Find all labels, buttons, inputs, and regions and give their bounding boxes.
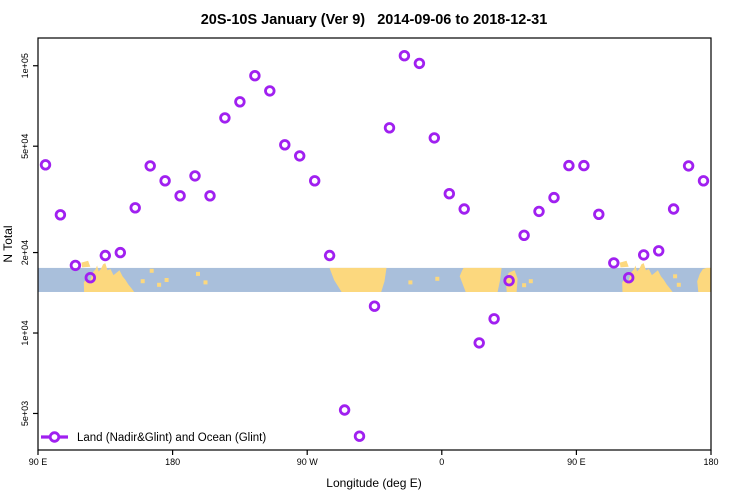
data-point[interactable] [279,139,291,151]
data-point[interactable] [428,132,441,144]
x-tick-label: 180 [703,457,718,467]
land-region-australia [83,263,135,292]
legend-marker-icon [48,431,61,443]
plot-frame [37,37,712,451]
data-point[interactable] [697,175,710,187]
data-point[interactable] [458,203,470,215]
data-point[interactable] [638,249,650,261]
data-point[interactable] [398,50,411,62]
y-tick-label: 5e+03 [20,401,30,426]
land-speck [676,282,681,287]
data-point[interactable] [144,160,156,172]
land-region-africa [459,267,502,292]
data-point[interactable] [129,202,141,214]
land-speck [157,282,162,287]
data-point[interactable] [204,190,216,202]
data-point[interactable] [548,191,560,204]
data-point[interactable] [578,159,590,172]
data-point[interactable] [219,112,231,124]
data-point[interactable] [488,313,500,325]
data-point[interactable] [623,272,635,284]
data-point[interactable] [368,300,381,312]
data-points [39,50,710,442]
data-point[interactable] [518,229,530,242]
data-point[interactable] [159,175,171,187]
land-speck [196,271,200,276]
land-speck [140,279,145,284]
data-point[interactable] [234,96,246,108]
x-tick-label: 90 E [29,457,48,467]
data-point[interactable] [503,275,515,287]
y-tick-label: 1e+04 [20,320,30,345]
data-point[interactable] [39,159,52,171]
data-point[interactable] [593,208,605,221]
x-axis: 90 E 180 90 W 0 90 E 180 [29,450,719,467]
land-speck [522,283,527,288]
land-region-australia-repeat [622,263,673,292]
x-tick-label: 90 W [297,457,319,467]
data-point[interactable] [69,259,82,272]
y-axis: 5e+03 1e+04 2e+04 5e+04 1e+05 [20,53,38,426]
y-axis-title: N Total [1,225,15,262]
y-tick-label: 1e+05 [20,53,30,78]
land-speck [149,268,154,273]
data-point[interactable] [249,69,261,82]
data-point[interactable] [413,57,426,70]
map-band [38,260,711,292]
data-point[interactable] [682,160,695,172]
data-point[interactable] [353,430,366,442]
x-tick-label: 180 [165,457,180,467]
x-axis-title: Longitude (deg E) [326,476,421,490]
data-point[interactable] [264,85,276,97]
data-point[interactable] [653,245,665,257]
data-point[interactable] [323,249,336,262]
data-point[interactable] [114,246,127,259]
data-point[interactable] [189,170,201,182]
data-point[interactable] [54,209,67,221]
y-tick-label: 2e+04 [20,240,30,265]
data-point[interactable] [443,187,456,200]
data-point[interactable] [338,404,351,416]
land-speck [528,279,533,284]
land-speck [203,280,208,285]
land-region-south-america [329,267,387,292]
land-speck [435,276,440,281]
land-speck [673,274,678,279]
data-point[interactable] [563,159,575,172]
data-point[interactable] [667,203,680,215]
data-point[interactable] [383,122,396,134]
data-point[interactable] [473,337,485,349]
data-point[interactable] [99,249,112,262]
data-point[interactable] [84,272,97,284]
x-tick-label: 0 [439,457,444,467]
legend-label: Land (Nadir&Glint) and Ocean (Glint) [77,432,266,444]
data-point[interactable] [533,205,545,218]
data-point[interactable] [174,190,186,202]
y-tick-label: 5e+04 [20,134,30,159]
land-speck [408,280,413,285]
land-region-timor-islands [81,260,91,268]
x-tick-label: 90 E [567,457,586,467]
chart-title: 20S-10S January (Ver 9) 2014-09-06 to 20… [201,12,548,28]
land-region-timor-islands-repeat [619,260,629,268]
data-point[interactable] [309,175,321,187]
data-point[interactable] [608,257,620,269]
land-region-melanesia-repeat [697,267,711,292]
land-speck [164,278,169,282]
data-point[interactable] [294,150,306,162]
legend: Land (Nadir&Glint) and Ocean (Glint) [41,431,266,444]
